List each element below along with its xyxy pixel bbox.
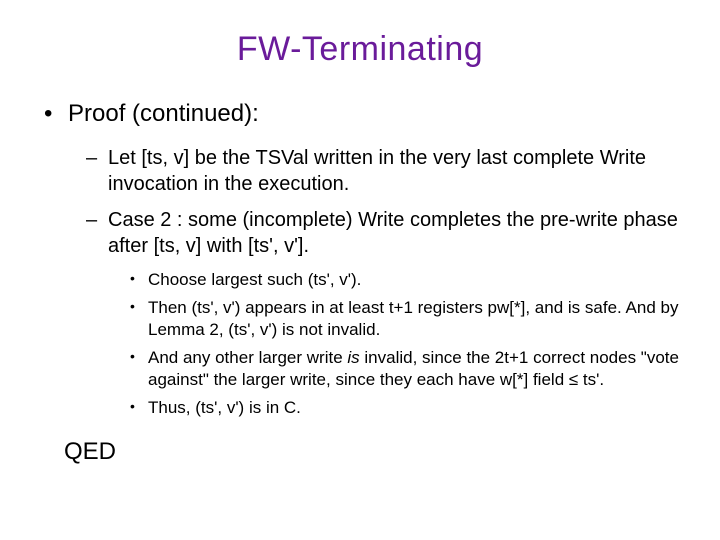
bullet-level3-text: Then (ts', v') appears in at least t+1 r… xyxy=(148,298,678,339)
bullet-level2-text: Case 2 : some (incomplete) Write complet… xyxy=(108,209,678,257)
slide-title: FW-Terminating xyxy=(40,30,680,69)
bullet-level3-text: Choose largest such (ts', v'). xyxy=(148,270,361,289)
bullet-level1: Proof (continued): xyxy=(40,99,680,129)
bullet-level2: Case 2 : some (incomplete) Write complet… xyxy=(40,207,680,259)
bullet-level2: Let [ts, v] be the TSVal written in the … xyxy=(40,145,680,197)
bullet-level3: Thus, (ts', v') is in C. xyxy=(40,397,680,419)
bullet-level1-text: Proof (continued): xyxy=(68,100,259,127)
qed-label: QED xyxy=(64,438,680,466)
bullet-level3-text: Thus, (ts', v') is in C. xyxy=(148,398,301,417)
bullet-level3: Choose largest such (ts', v'). xyxy=(40,269,680,291)
slide: FW-Terminating Proof (continued): Let [t… xyxy=(0,0,720,540)
bullet-level3-text-italic: is xyxy=(347,348,359,367)
bullet-level3: And any other larger write is invalid, s… xyxy=(40,347,680,391)
bullet-level2-text: Let [ts, v] be the TSVal written in the … xyxy=(108,147,646,195)
bullet-level3-text-pre: And any other larger write xyxy=(148,348,347,367)
bullet-level3: Then (ts', v') appears in at least t+1 r… xyxy=(40,297,680,341)
